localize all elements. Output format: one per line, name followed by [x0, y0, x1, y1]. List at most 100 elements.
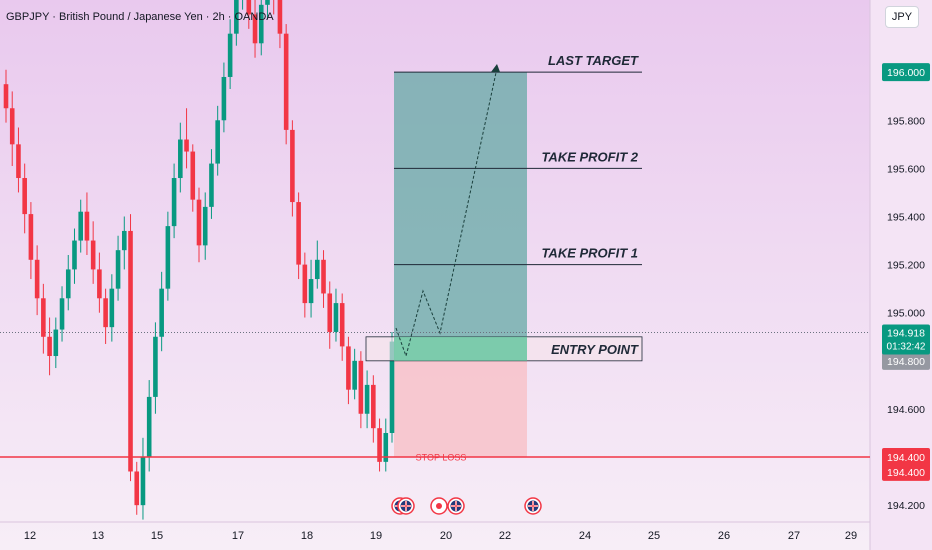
- candle-body: [153, 336, 158, 397]
- candle: [72, 228, 77, 284]
- candle: [134, 461, 140, 515]
- candle: [196, 187, 202, 263]
- candle-body: [234, 0, 239, 34]
- candle-body: [22, 178, 27, 215]
- price-badge: 194.400: [882, 448, 930, 467]
- candle-body: [53, 329, 59, 357]
- level-label: LAST TARGET: [548, 53, 639, 68]
- candle-body: [28, 214, 34, 260]
- candle-body: [302, 264, 308, 304]
- candle: [234, 0, 239, 46]
- candle: [215, 105, 220, 176]
- candle: [146, 380, 152, 472]
- price-axis[interactable]: 196.000 195.800 195.600 195.400 195.200 195.0…: [882, 63, 930, 512]
- candle: [277, 0, 283, 49]
- candle-body: [364, 384, 370, 414]
- price-tick-label: 195.800: [887, 115, 925, 127]
- candle: [16, 127, 21, 193]
- candle: [221, 62, 227, 133]
- candle: [371, 375, 376, 443]
- candle: [364, 370, 370, 429]
- price-badge-label: 196.000: [887, 67, 925, 79]
- price-tick-label: 195.000: [887, 308, 925, 320]
- candle: [178, 122, 183, 193]
- candle: [47, 317, 52, 376]
- candle-body: [308, 279, 314, 304]
- price-badge-label: 194.400: [887, 452, 925, 464]
- price-tick-label: 195.600: [887, 163, 925, 175]
- candle-body: [352, 360, 357, 390]
- candle-body: [171, 178, 177, 227]
- candle: [383, 418, 389, 472]
- candle: [128, 214, 133, 482]
- symbol-title: GBPJPY · British Pound / Japanese Yen · …: [6, 11, 274, 23]
- candle: [190, 144, 196, 212]
- candle-body: [128, 230, 133, 472]
- time-axis[interactable]: 12 13 15 17 18 19 20 22 24 25 26 27 29: [24, 530, 857, 542]
- candle: [358, 351, 364, 429]
- profit-zone: [394, 72, 527, 361]
- time-tick-label: 13: [92, 530, 104, 542]
- candle-body: [115, 250, 121, 289]
- candle: [103, 288, 108, 344]
- candle-body: [165, 226, 171, 289]
- candle-body: [47, 336, 52, 357]
- candle-body: [190, 151, 196, 200]
- candle-body: [121, 230, 127, 251]
- candle-body: [215, 120, 220, 164]
- candle-body: [209, 163, 214, 207]
- candle-body: [333, 303, 339, 332]
- candle: [53, 317, 59, 369]
- candle: [184, 108, 189, 169]
- candle-body: [389, 341, 395, 433]
- price-tick-label: 195.200: [887, 260, 925, 272]
- candle: [314, 240, 320, 289]
- candle: [109, 274, 115, 342]
- candle-body: [97, 269, 102, 299]
- candle: [41, 283, 46, 354]
- candle-body: [383, 432, 389, 462]
- candle: [339, 293, 345, 361]
- candle-body: [258, 4, 264, 44]
- candle: [296, 192, 301, 280]
- candle: [265, 0, 270, 20]
- time-tick-label: 20: [440, 530, 452, 542]
- currency-button[interactable]: JPY: [885, 6, 919, 28]
- projected-path-arrow: [491, 64, 500, 72]
- candle-body: [103, 298, 108, 328]
- candle-body: [178, 139, 183, 179]
- candlestick-series: [3, 0, 395, 520]
- candle-body: [371, 384, 376, 429]
- candle: [321, 250, 326, 308]
- candle: [352, 348, 357, 400]
- projected-path: [395, 64, 500, 358]
- level-label: TAKE PROFIT 1: [541, 246, 638, 261]
- time-tick-label: 25: [648, 530, 660, 542]
- candle: [84, 192, 90, 255]
- candle-body: [283, 33, 289, 130]
- candle: [283, 24, 289, 145]
- candle-body: [59, 298, 65, 330]
- stop-loss-label: STOP LOSS: [416, 453, 467, 463]
- candle: [290, 120, 295, 217]
- position-zones: [0, 72, 870, 458]
- event-icons: [391, 497, 542, 515]
- candle-body: [3, 84, 9, 109]
- price-badge: 196.000: [882, 63, 930, 82]
- price-badge: 194.800: [882, 351, 930, 370]
- candle: [242, 0, 244, 10]
- event-dot-icon: [430, 497, 448, 515]
- candle: [159, 271, 164, 352]
- projected-path-line: [395, 67, 498, 358]
- candle: [153, 322, 158, 414]
- candle: [252, 0, 258, 58]
- candle-body: [277, 0, 283, 34]
- candle-body: [78, 211, 84, 241]
- candle-body: [65, 269, 71, 299]
- candle: [346, 336, 351, 405]
- price-tick-label: 194.200: [887, 500, 925, 512]
- candle: [171, 163, 177, 239]
- level-label: TAKE PROFIT 2: [541, 149, 638, 164]
- time-tick-label: 19: [370, 530, 382, 542]
